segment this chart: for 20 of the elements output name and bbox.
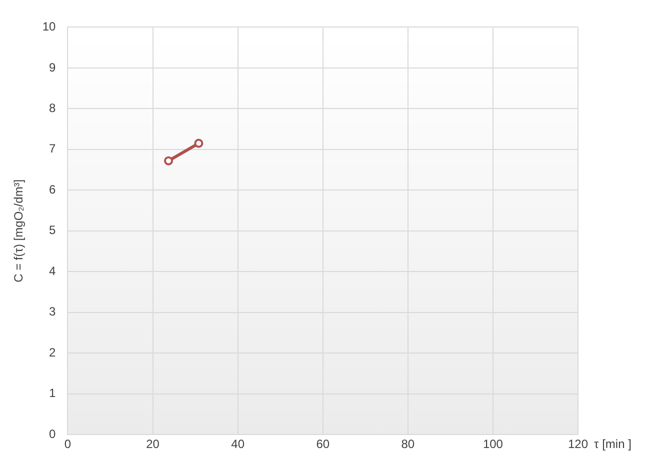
y-tick-label: 4 — [49, 264, 56, 278]
y-tick-label: 6 — [49, 182, 56, 196]
y-axis-title: C = f(τ) [mgO₂/dm³] — [12, 179, 26, 282]
y-tick-label: 9 — [49, 60, 56, 74]
x-axis-title: τ [min ] — [594, 436, 632, 451]
y-tick-label: 7 — [49, 142, 56, 156]
x-tick-label: 40 — [231, 437, 245, 452]
y-tick-label: 10 — [42, 20, 56, 34]
y-tick-label: 2 — [49, 345, 56, 360]
y-tick-label: 0 — [49, 426, 56, 441]
x-tick-label: 120 — [568, 437, 588, 452]
x-tick-label: 0 — [64, 437, 72, 452]
y-tick-label: 3 — [49, 304, 56, 319]
x-tick-label: 80 — [401, 437, 415, 452]
x-tick-label: 60 — [316, 437, 330, 452]
y-tick-label: 1 — [49, 386, 56, 400]
x-tick-label: 100 — [482, 437, 504, 452]
y-tick-label: 8 — [49, 100, 56, 115]
x-tick-label: 20 — [146, 437, 160, 452]
y-tick-label: 5 — [49, 223, 56, 238]
